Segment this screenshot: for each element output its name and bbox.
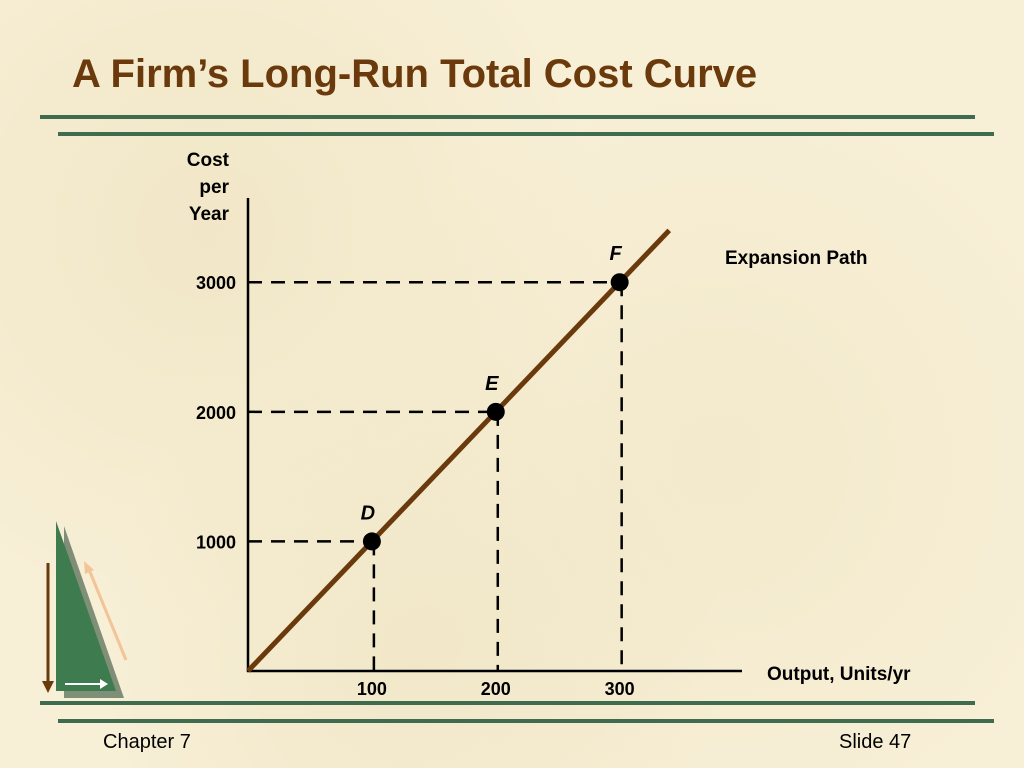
x-tick-label: 100 (357, 679, 387, 699)
x-tick-label: 300 (605, 679, 635, 699)
y-axis-label-line: Cost (187, 150, 230, 171)
y-tick-labels: 1000 2000 3000 (196, 273, 236, 552)
bottom-rule (40, 701, 975, 705)
y-axis-label-line: per (199, 177, 229, 198)
footer-slide-number: Slide 47 (839, 731, 912, 753)
x-tick-labels: 100 200 300 (357, 679, 635, 699)
cost-chart: Cost per Year 1000 2000 3000 100 200 300 D E F E… (187, 150, 911, 699)
navigation-triangle-icon[interactable] (38, 515, 138, 705)
point-label: F (610, 243, 623, 265)
point-e (486, 402, 505, 421)
slide-title: A Firm’s Long-Run Total Cost Curve (72, 52, 758, 96)
expansion-path-curve (246, 228, 672, 673)
y-tick-label: 3000 (196, 273, 236, 293)
y-tick-label: 1000 (196, 532, 236, 552)
series-label: Expansion Path (725, 248, 868, 269)
y-axis-label: Cost per Year (187, 150, 230, 225)
point-f (610, 273, 629, 292)
data-points: D E F (361, 243, 629, 551)
expansion-path-line (246, 228, 672, 673)
top-rule (40, 115, 975, 119)
point-label: E (485, 373, 499, 395)
x-tick-label: 200 (481, 679, 511, 699)
footer-chapter: Chapter 7 (103, 731, 191, 753)
x-axis-label: Output, Units/yr (767, 664, 911, 685)
y-tick-label: 2000 (196, 403, 236, 423)
guide-lines (248, 280, 623, 671)
y-axis-label-line: Year (189, 204, 230, 225)
top-rule-second (58, 132, 994, 136)
point-d (362, 532, 381, 551)
point-label: D (361, 502, 375, 524)
bottom-rule-second (58, 719, 994, 723)
